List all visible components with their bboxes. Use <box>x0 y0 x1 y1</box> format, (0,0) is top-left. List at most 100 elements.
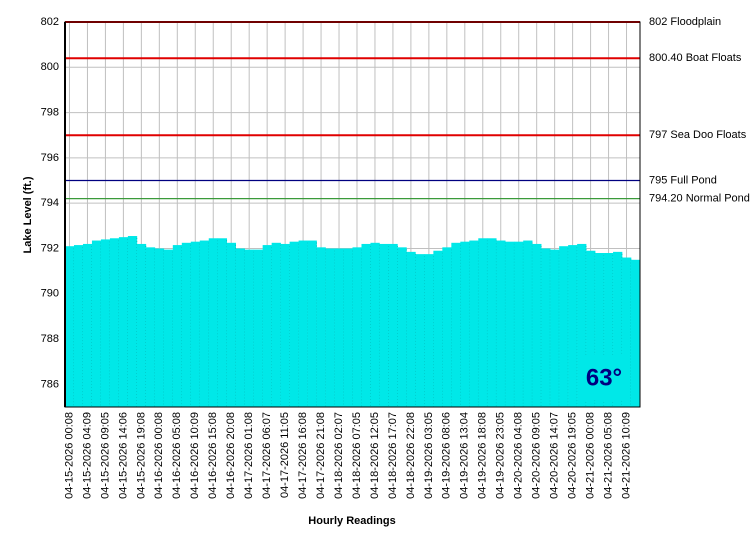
bar <box>523 240 533 407</box>
y-tick-label: 802 <box>41 16 59 28</box>
bar <box>586 250 596 407</box>
reference-label: 800.40 Boat Floats <box>649 52 742 64</box>
x-tick-label: 04-21-2026 05:08 <box>602 412 614 499</box>
x-tick-label: 04-15-2026 14:06 <box>117 412 129 499</box>
bar <box>307 240 317 407</box>
bar <box>253 249 263 407</box>
bar <box>577 243 587 407</box>
x-tick-label: 04-17-2026 01:08 <box>243 412 255 499</box>
x-tick-label: 04-19-2026 13:04 <box>459 412 471 499</box>
bar <box>514 241 524 407</box>
x-tick-label: 04-19-2026 23:05 <box>495 412 507 499</box>
x-axis-title: Hourly Readings <box>308 515 395 527</box>
bar <box>271 242 281 407</box>
bar <box>163 249 174 407</box>
bar <box>352 247 362 407</box>
y-tick-label: 796 <box>41 152 59 164</box>
bar <box>613 251 623 407</box>
bar <box>406 251 416 407</box>
bar <box>559 246 569 407</box>
x-tick-label: 04-15-2026 19:08 <box>135 412 147 499</box>
bar <box>154 248 165 407</box>
x-tick-label: 04-18-2026 12:05 <box>369 412 381 499</box>
bar <box>631 259 641 407</box>
y-tick-label: 786 <box>41 378 59 390</box>
x-tick-label: 04-16-2026 05:08 <box>171 412 183 499</box>
y-tick-label: 794 <box>41 197 59 209</box>
bar <box>442 247 452 407</box>
bar <box>397 247 407 407</box>
x-tick-label: 04-17-2026 21:08 <box>315 412 327 499</box>
x-tick-label: 04-18-2026 02:07 <box>333 412 345 499</box>
x-tick-label: 04-18-2026 07:05 <box>351 412 363 499</box>
bar <box>469 240 479 407</box>
bar <box>451 242 461 407</box>
bar <box>181 242 192 407</box>
bar <box>127 236 138 407</box>
bar <box>235 248 245 407</box>
bar <box>388 243 398 407</box>
bar <box>487 238 497 407</box>
bar <box>298 240 308 407</box>
x-tick-label: 04-19-2026 08:06 <box>441 412 453 499</box>
bar <box>370 242 380 407</box>
y-tick-label: 800 <box>41 61 59 73</box>
bar <box>433 250 443 407</box>
x-tick-label: 04-21-2026 10:09 <box>620 412 632 499</box>
x-tick-label: 04-21-2026 00:08 <box>584 412 596 499</box>
x-tick-label: 04-17-2026 06:07 <box>261 412 273 499</box>
x-tick-label: 04-19-2026 18:08 <box>477 412 489 499</box>
x-tick-label: 04-15-2026 00:08 <box>63 412 75 499</box>
x-tick-label: 04-19-2026 03:05 <box>423 412 435 499</box>
x-tick-label: 04-16-2026 10:09 <box>189 412 201 499</box>
bar <box>550 249 560 407</box>
reference-label: 797 Sea Doo Floats <box>649 129 747 141</box>
x-tick-label: 04-18-2026 17:07 <box>387 412 399 499</box>
temperature-text: 63° <box>586 364 622 391</box>
bar <box>316 247 326 407</box>
bar <box>100 239 111 407</box>
x-tick-label: 04-16-2026 15:08 <box>207 412 219 499</box>
x-tick-label: 04-17-2026 11:05 <box>279 412 291 498</box>
bar <box>505 241 515 407</box>
y-tick-label: 788 <box>41 333 59 345</box>
bar <box>217 238 228 407</box>
reference-label: 795 Full Pond <box>649 174 717 186</box>
bar <box>226 242 237 407</box>
bar <box>289 241 299 407</box>
bar <box>595 253 605 407</box>
reference-label: 802 Floodplain <box>649 16 721 28</box>
bar <box>622 257 632 407</box>
bar <box>208 238 219 407</box>
bar <box>190 241 201 407</box>
bar <box>262 245 272 407</box>
bar <box>460 241 470 407</box>
bar <box>343 248 353 407</box>
temperature-badge <box>578 355 630 400</box>
x-tick-label: 04-15-2026 04:09 <box>81 412 93 499</box>
bar <box>280 243 290 407</box>
reference-label: 794.20 Normal Pond <box>649 193 750 205</box>
bar <box>379 243 389 407</box>
y-axis-title: Lake Level (ft.) <box>22 176 34 253</box>
bar <box>325 248 335 407</box>
y-tick-label: 792 <box>41 242 59 254</box>
x-tick-label: 04-20-2026 14:07 <box>549 412 561 499</box>
y-tick-label: 798 <box>41 106 59 118</box>
x-tick-label: 04-16-2026 20:08 <box>225 412 237 499</box>
bar <box>172 245 183 407</box>
x-tick-label: 04-20-2026 09:05 <box>531 412 543 499</box>
bar <box>604 253 614 407</box>
x-tick-label: 04-16-2026 00:08 <box>153 412 165 499</box>
y-tick-label: 790 <box>41 288 59 300</box>
bar <box>424 254 434 407</box>
bar <box>82 243 93 407</box>
bar <box>136 243 147 407</box>
bar <box>65 246 75 407</box>
bar <box>109 238 120 407</box>
bar <box>145 247 156 407</box>
bar <box>118 237 129 407</box>
bar <box>244 249 254 407</box>
x-tick-label: 04-20-2026 19:05 <box>567 412 579 499</box>
